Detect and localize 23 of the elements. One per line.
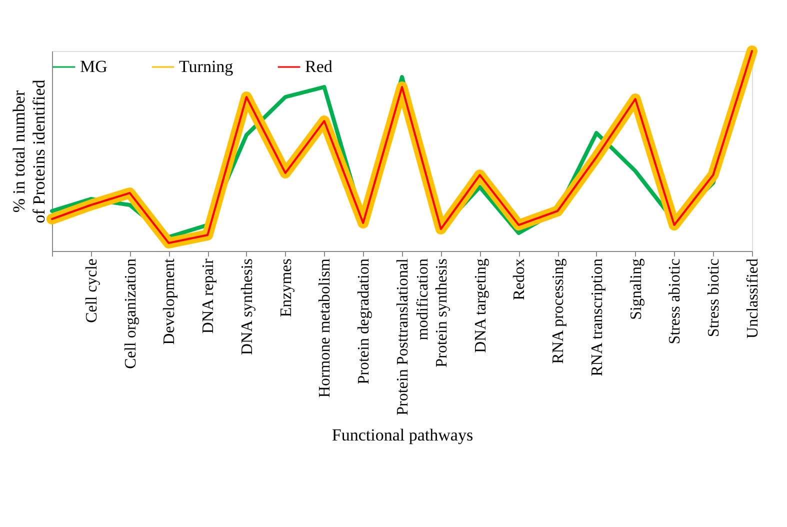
x-tick-label: DNA targeting: [472, 258, 490, 353]
x-tick-label: Enzymes: [278, 258, 295, 318]
x-tick-label: Redox: [511, 258, 528, 300]
x-axis-title: Functional pathways: [332, 425, 474, 444]
y-axis-title: % in total number of Proteins identified: [10, 79, 48, 224]
x-tick-label: Unclassified: [744, 258, 762, 338]
x-tick-label: RNA processing: [550, 258, 568, 364]
x-tick-label: Protein degradation: [356, 258, 373, 384]
x-tick-label: Signaling: [628, 258, 645, 320]
x-tick-label: Cell organization: [122, 258, 140, 369]
x-tick-label: RNA transcription: [588, 258, 606, 376]
x-tick-label: Stress abiotic: [666, 258, 684, 344]
x-tick-label: DNA repair: [200, 258, 218, 334]
legend-label: MG: [80, 57, 108, 76]
x-tick-label: Stress biotic: [706, 258, 723, 338]
x-tick-label: Protein synthesis: [433, 258, 450, 368]
x-tick-label: Protein Posttranslational modification: [394, 258, 432, 416]
x-tick-label: DNA synthesis: [238, 258, 256, 355]
x-tick-label: Development: [161, 258, 178, 345]
x-tick-label: Hormone metabolism: [316, 258, 334, 398]
legend-label: Red: [305, 57, 333, 76]
legend-label: Turning: [179, 57, 234, 76]
x-tick-label: Cell cycle: [83, 258, 100, 323]
